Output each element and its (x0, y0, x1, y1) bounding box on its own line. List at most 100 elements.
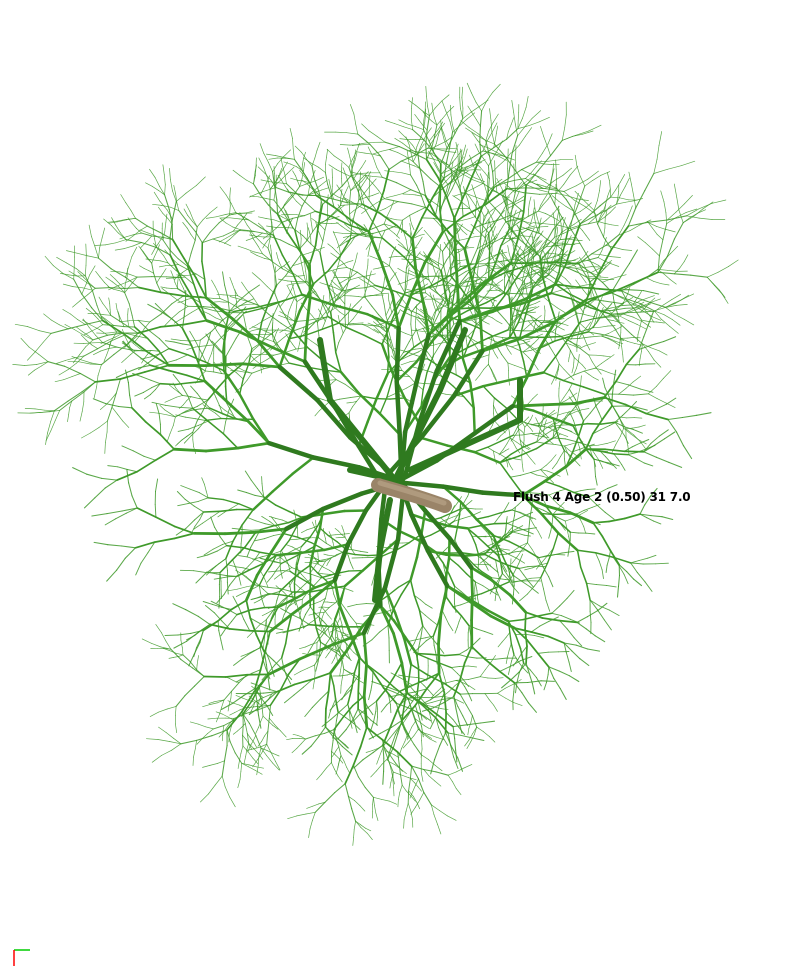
branch-segment (589, 610, 592, 623)
branch-segment (650, 340, 665, 346)
branch-segment (186, 346, 196, 350)
branch-segment (539, 493, 543, 499)
branch-segment (117, 413, 124, 422)
branch-segment (372, 150, 383, 155)
branch-segment (340, 663, 343, 670)
branch-segment (366, 279, 370, 289)
branch-segment (319, 558, 329, 561)
branch-segment (177, 277, 179, 284)
branch-segment (347, 276, 350, 286)
branch-segment (110, 314, 121, 322)
branch-segment (600, 425, 611, 430)
branch-segment (461, 156, 466, 165)
branch-segment (544, 187, 565, 193)
branch-segment (556, 188, 567, 200)
branch-segment (639, 303, 655, 312)
branch-segment (391, 225, 400, 229)
branch-segment (149, 388, 157, 396)
branch-segment (411, 335, 415, 348)
branch-segment (596, 504, 606, 513)
branch-segment (147, 541, 156, 554)
branch-segment (201, 238, 214, 244)
branch-segment (200, 306, 216, 312)
branch-segment (569, 531, 579, 534)
branch-segment (553, 174, 564, 182)
branch-segment (421, 274, 430, 281)
branch-segment (646, 295, 655, 299)
branch-segment (510, 446, 525, 455)
branch-segment (343, 633, 349, 636)
branch-segment (627, 221, 649, 227)
branch-segment (401, 243, 407, 250)
branch-segment (436, 221, 441, 227)
branch-segment (125, 202, 132, 211)
branch-segment (295, 166, 303, 171)
branch-segment (539, 241, 547, 258)
branch-segment (671, 293, 681, 300)
branch-segment (595, 354, 604, 357)
branch-segment (663, 431, 676, 440)
branch-segment (471, 112, 477, 120)
branch-segment (196, 219, 204, 228)
branch-segment (564, 520, 568, 530)
branch-segment (581, 408, 590, 411)
branch-segment (612, 292, 615, 304)
branch-segment (578, 263, 592, 274)
branch-segment (489, 286, 495, 291)
branch-segment (81, 401, 85, 412)
branch-segment (72, 354, 80, 364)
branch-segment (241, 281, 248, 291)
branch-segment (127, 217, 133, 224)
branch-segment (574, 218, 582, 225)
branch-segment (524, 423, 529, 428)
branch-segment (490, 254, 496, 264)
branch-segment (104, 318, 110, 323)
branch-segment (408, 193, 416, 196)
branch-segment (393, 123, 404, 128)
branch-segment (365, 245, 370, 250)
branch-segment (183, 208, 189, 216)
branch-segment (589, 335, 602, 338)
branch-segment (143, 253, 148, 260)
branch-segment (351, 261, 356, 272)
branch-segment (324, 312, 329, 322)
branch-segment (521, 284, 528, 289)
branch-segment (505, 319, 514, 331)
branch-segment (458, 226, 464, 232)
branch-segment (382, 261, 390, 267)
branch-segment (193, 505, 205, 513)
branch-segment (285, 292, 291, 301)
branch-segment (422, 124, 428, 131)
branch-segment (586, 532, 596, 535)
branch-segment (405, 239, 408, 249)
branch-segment (683, 254, 689, 263)
branch-segment (728, 259, 739, 267)
branch-segment (166, 433, 171, 443)
branch-segment (186, 431, 194, 437)
branch-segment (104, 479, 118, 489)
branch-segment (147, 303, 161, 312)
branch-segment (532, 230, 540, 234)
branch-segment (20, 337, 30, 348)
branch-segment (195, 345, 206, 348)
branch-segment (239, 174, 247, 181)
branch-segment (344, 197, 352, 203)
branch-segment (83, 348, 99, 357)
branch-segment (601, 358, 609, 364)
branch-segment (354, 152, 358, 161)
branch-segment (626, 571, 635, 580)
branch-segment (500, 239, 511, 247)
branch-segment (121, 358, 127, 363)
branch-segment (538, 227, 540, 234)
branch-segment (428, 315, 434, 321)
branch-segment (592, 174, 602, 181)
branch-segment (615, 181, 621, 191)
branch-segment (292, 170, 296, 177)
branch-segment (170, 206, 180, 211)
branch-segment (202, 601, 214, 605)
branch-segment (507, 362, 509, 371)
branch-segment (470, 248, 478, 265)
branch-segment (299, 255, 303, 266)
branch-segment (314, 519, 317, 527)
